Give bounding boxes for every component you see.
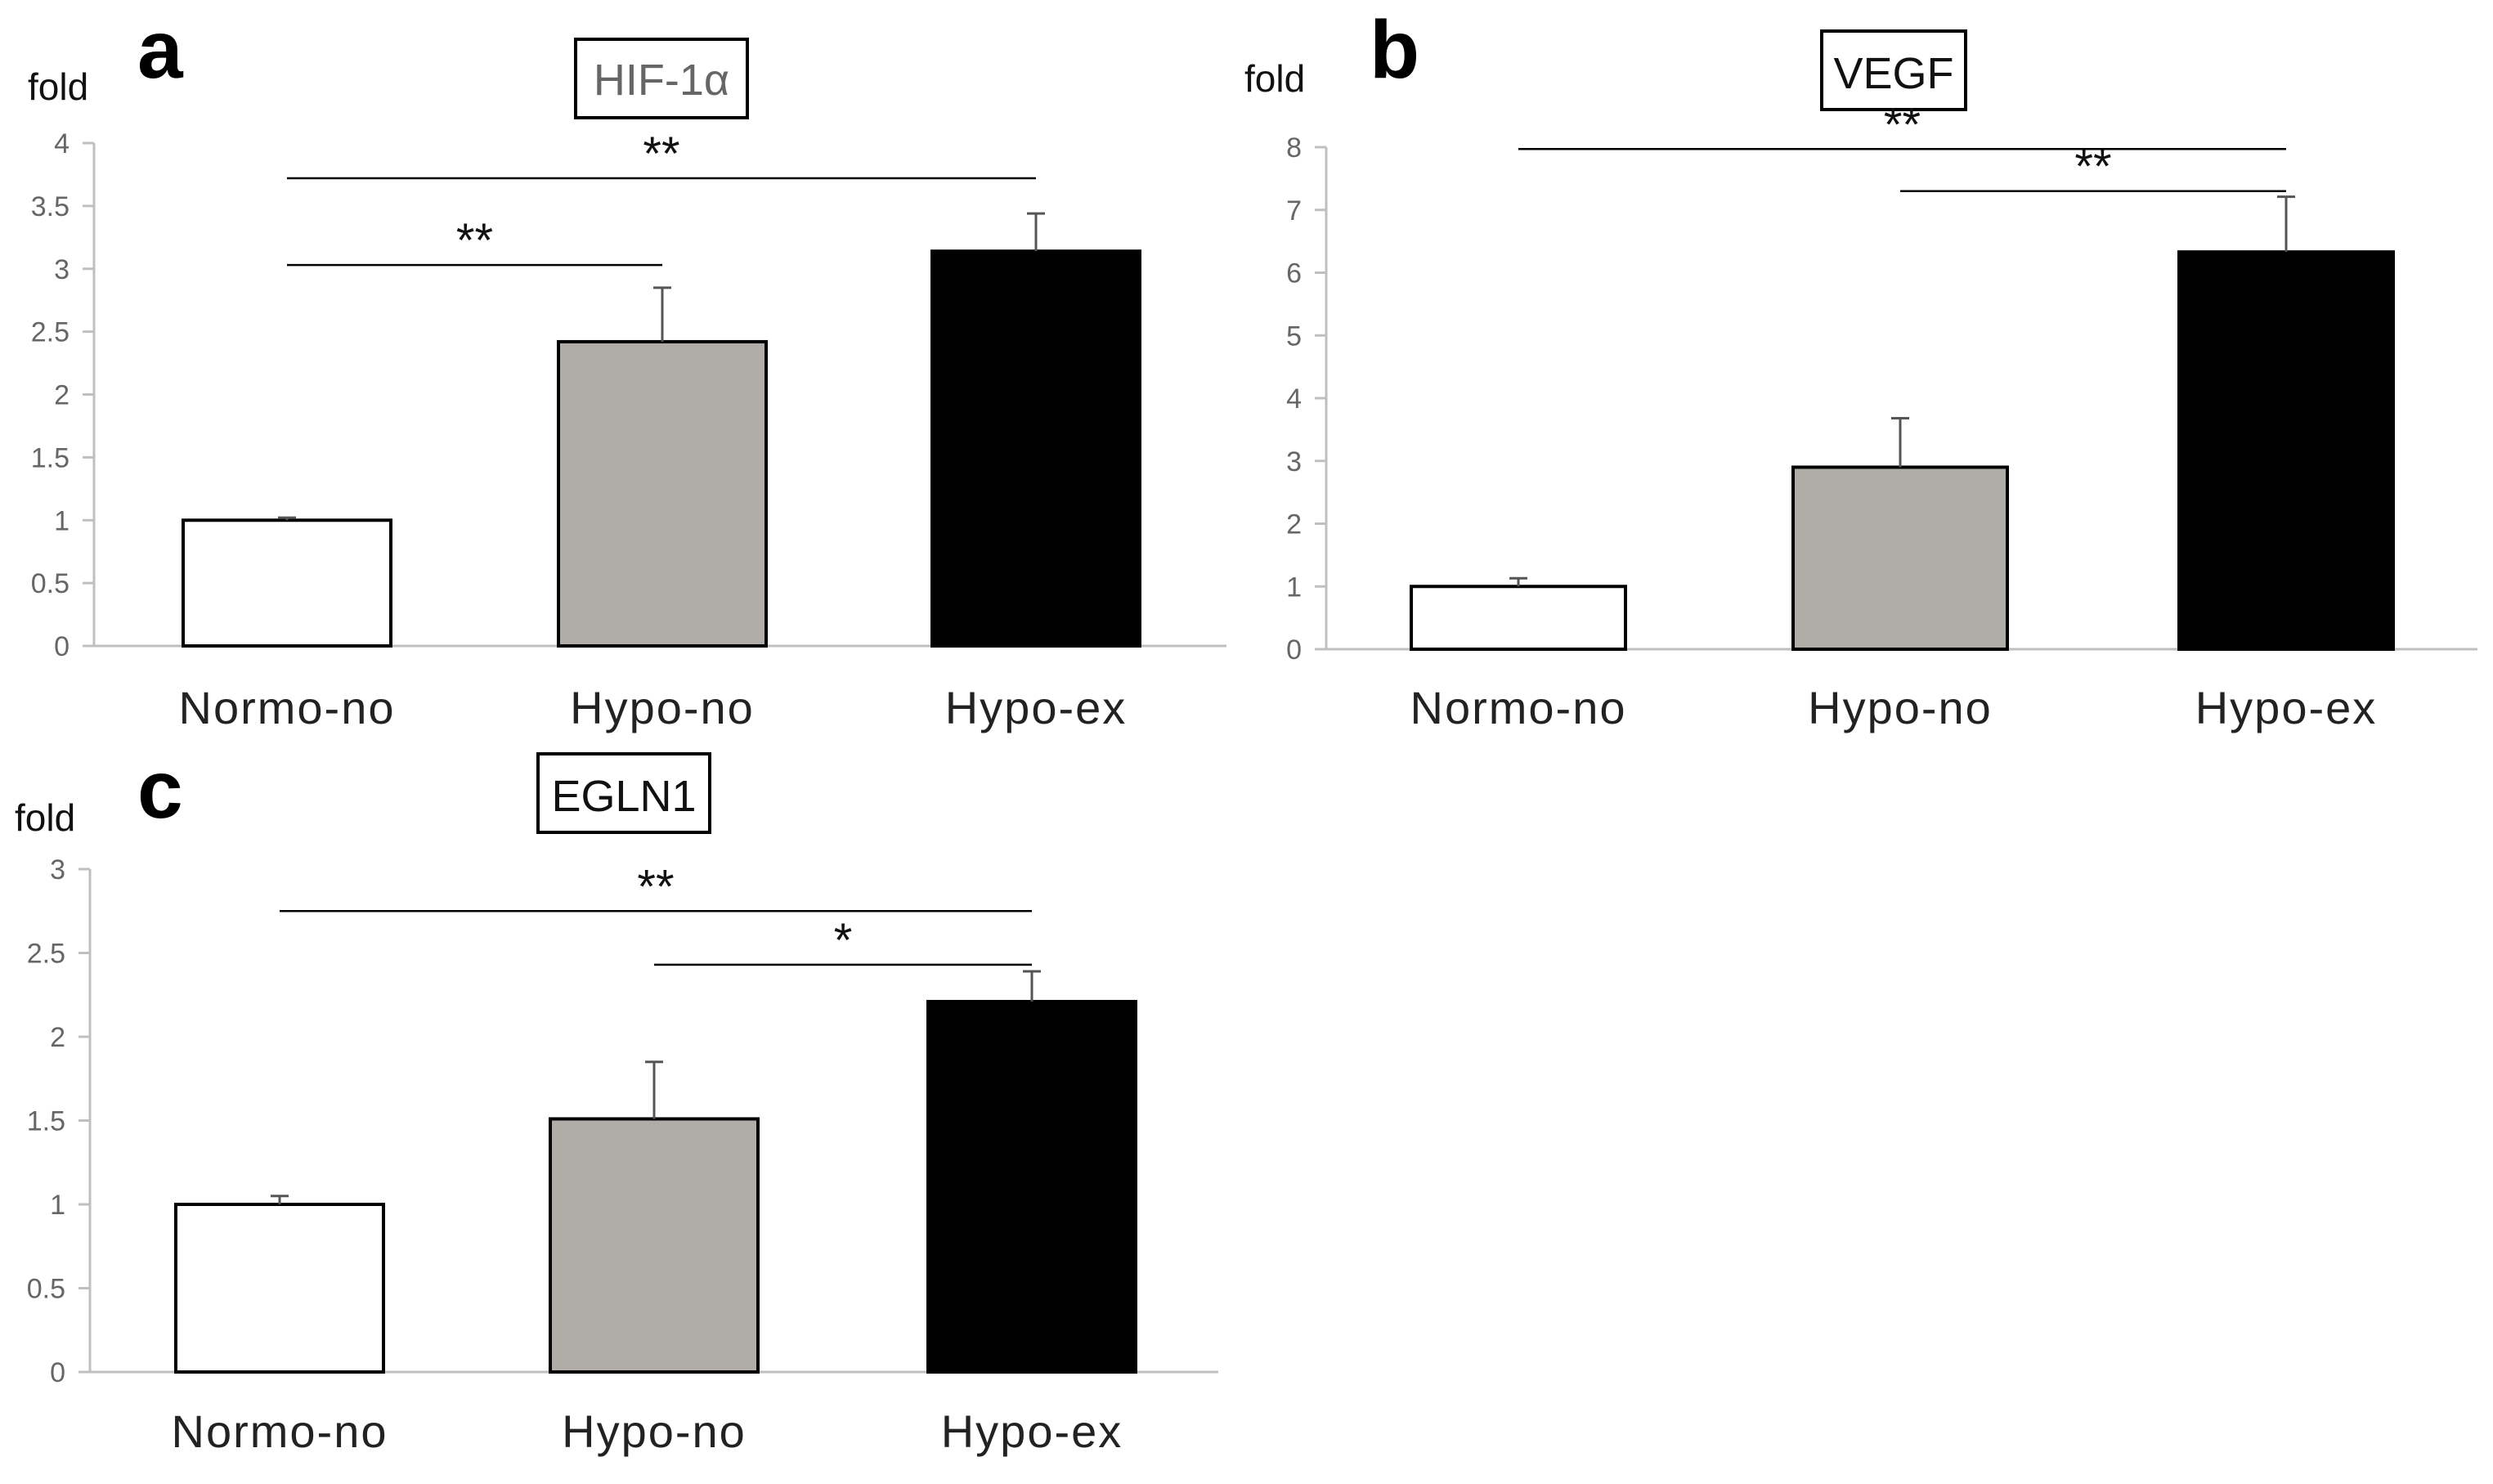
panel-b: b fold VEGF 0 1 2 3 4 5 6 7 8 Normo-no Hypo-no Hypo… bbox=[1244, 4, 2477, 733]
y-tick-label: 0.5 bbox=[31, 568, 69, 599]
y-tick-label: 1.5 bbox=[27, 1106, 65, 1137]
panel-c-title-box bbox=[536, 752, 711, 834]
bar-hypo-no bbox=[557, 339, 768, 648]
y-tick-label: 0.5 bbox=[27, 1274, 65, 1305]
y-tick-label: 2 bbox=[50, 1022, 65, 1053]
y-tick-label: 2.5 bbox=[31, 317, 69, 348]
bar-normo-no bbox=[174, 1203, 385, 1374]
significance-label: ** bbox=[643, 128, 679, 181]
y-tick-label: 5 bbox=[1286, 321, 1302, 352]
y-tick-label: 6 bbox=[1286, 258, 1302, 289]
y-tick-label: 3 bbox=[1286, 446, 1302, 477]
y-tick-label: 4 bbox=[1286, 383, 1302, 415]
panel-a-title: HIF-1α bbox=[594, 56, 729, 105]
panel-b-title-box bbox=[1820, 29, 1967, 111]
panel-a-y-unit: fold bbox=[28, 65, 88, 108]
y-tick-label: 0 bbox=[1286, 634, 1302, 666]
bar-hypo-no bbox=[1791, 465, 2009, 651]
bar-hypo-ex bbox=[926, 999, 1137, 1374]
category-label: Normo-no bbox=[1410, 682, 1627, 733]
panel-a-plot: 0 0.5 1 1.5 2 2.5 3 3.5 4 Normo-no Hypo-no Hypo-ex *… bbox=[31, 128, 1226, 733]
panel-a-letter: a bbox=[137, 4, 184, 96]
category-label: Hypo-no bbox=[570, 682, 755, 733]
panel-b-letter: b bbox=[1370, 4, 1419, 96]
y-tick-label: 0 bbox=[54, 631, 69, 662]
y-tick-label: 1 bbox=[50, 1190, 65, 1221]
y-tick-label: 1.5 bbox=[31, 442, 69, 473]
significance-label: ** bbox=[1884, 98, 1921, 151]
bar-normo-no bbox=[182, 518, 392, 648]
significance-label: ** bbox=[637, 860, 674, 913]
category-label: Hypo-no bbox=[562, 1406, 747, 1457]
category-label: Normo-no bbox=[179, 682, 396, 733]
category-label: Hypo-ex bbox=[945, 682, 1128, 733]
panel-b-title: VEGF bbox=[1833, 49, 1953, 98]
y-tick-label: 7 bbox=[1286, 195, 1302, 226]
panel-c: c fold EGLN1 0 0.5 1 1.5 2 2.5 3 Normo-no Hypo-n… bbox=[15, 744, 1218, 1457]
y-tick-label: 3 bbox=[50, 854, 65, 885]
y-tick-label: 1 bbox=[54, 505, 69, 536]
panel-b-y-unit: fold bbox=[1244, 57, 1305, 100]
panel-c-letter: c bbox=[137, 744, 183, 836]
y-tick-label: 3.5 bbox=[31, 191, 69, 222]
y-tick-label: 0 bbox=[50, 1357, 65, 1388]
panel-c-y-unit: fold bbox=[15, 796, 75, 839]
y-tick-label: 2.5 bbox=[27, 939, 65, 970]
category-label: Hypo-ex bbox=[2195, 682, 2378, 733]
category-label: Hypo-no bbox=[1808, 682, 1993, 733]
y-tick-label: 4 bbox=[54, 128, 69, 159]
category-label: Hypo-ex bbox=[941, 1406, 1123, 1457]
significance-label: ** bbox=[456, 214, 493, 267]
y-tick-label: 2 bbox=[1286, 509, 1302, 540]
y-tick-label: 3 bbox=[54, 254, 69, 285]
y-tick-label: 2 bbox=[54, 380, 69, 411]
bar-hypo-ex bbox=[930, 249, 1141, 648]
bar-hypo-no bbox=[549, 1117, 760, 1374]
bar-hypo-ex bbox=[2177, 250, 2395, 651]
panel-a: a fold HIF-1α 0 0.5 1 1.5 2 2.5 3 3.5 4 Normo-no H… bbox=[28, 4, 1226, 733]
panel-c-title: EGLN1 bbox=[551, 772, 696, 821]
category-label: Normo-no bbox=[172, 1406, 388, 1457]
bar-normo-no bbox=[1410, 585, 1627, 651]
significance-label: * bbox=[834, 914, 853, 967]
panel-a-title-box bbox=[574, 38, 749, 119]
y-tick-label: 1 bbox=[1286, 572, 1302, 603]
y-tick-label: 8 bbox=[1286, 132, 1302, 164]
